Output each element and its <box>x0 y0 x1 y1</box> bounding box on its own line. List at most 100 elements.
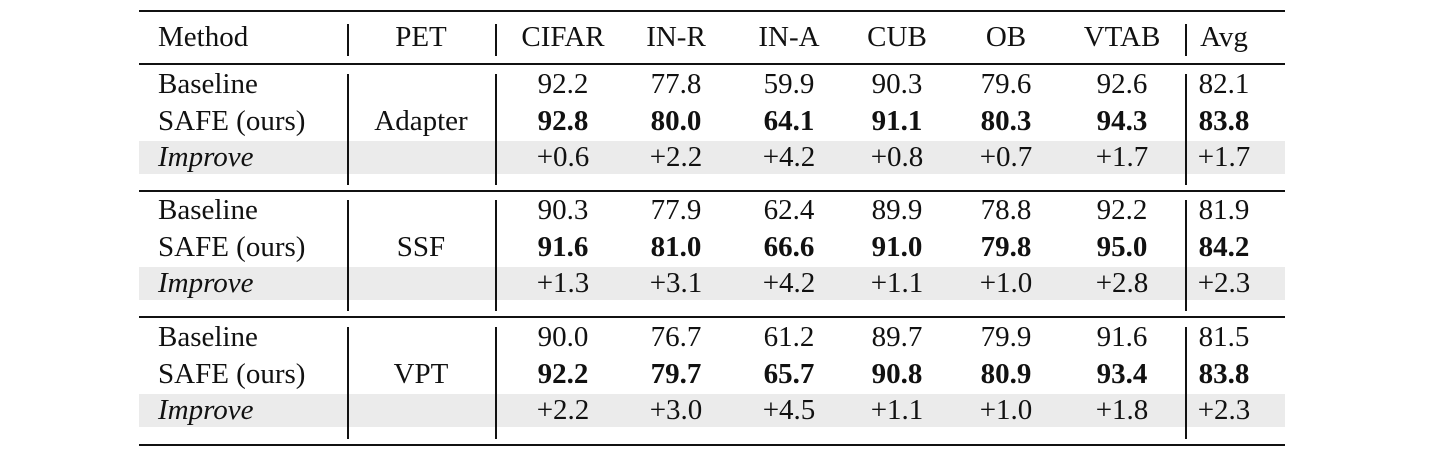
value-cell: 90.0 <box>537 321 589 353</box>
method-label: SAFE (ours) <box>158 230 306 263</box>
column-separator <box>347 200 349 311</box>
value-cell: 79.6 <box>980 68 1032 100</box>
value-cell: 83.8 <box>1198 104 1250 137</box>
value-cell: 84.2 <box>1198 230 1250 263</box>
value-cell: +2.8 <box>1095 267 1149 299</box>
column-separator <box>495 74 497 185</box>
value-cell: 92.2 <box>537 68 589 100</box>
value-cell: 94.3 <box>1096 104 1148 137</box>
value-cell: 81.0 <box>650 230 702 263</box>
value-cell: +0.8 <box>870 141 924 173</box>
method-label: Improve <box>158 394 254 426</box>
header-rule <box>139 63 1285 65</box>
value-cell: 89.7 <box>871 321 923 353</box>
value-cell: 90.3 <box>537 194 589 226</box>
improve-row-shade <box>139 394 1285 427</box>
value-cell: 92.2 <box>1096 194 1148 226</box>
value-cell: 80.0 <box>650 104 702 137</box>
value-cell: 61.2 <box>763 321 815 353</box>
value-cell: 59.9 <box>763 68 815 100</box>
value-cell: 92.8 <box>537 104 589 137</box>
value-cell: 89.9 <box>871 194 923 226</box>
value-cell: 77.9 <box>650 194 702 226</box>
value-cell: 92.6 <box>1096 68 1148 100</box>
method-label: Baseline <box>158 321 258 353</box>
value-cell: +0.7 <box>979 141 1033 173</box>
method-label: Improve <box>158 141 254 173</box>
value-cell: +1.0 <box>979 394 1033 426</box>
column-separator <box>495 200 497 311</box>
pet-label: Adapter <box>374 104 468 137</box>
value-cell: 80.3 <box>980 104 1032 137</box>
method-label: Baseline <box>158 194 258 226</box>
value-cell: +1.1 <box>870 267 924 299</box>
value-cell: 91.6 <box>1096 321 1148 353</box>
value-cell: 90.8 <box>871 357 923 390</box>
value-cell: 79.8 <box>980 230 1032 263</box>
value-cell: +1.8 <box>1095 394 1149 426</box>
value-cell: 76.7 <box>650 321 702 353</box>
column-separator <box>1185 327 1187 439</box>
header-method: Method <box>158 21 249 53</box>
value-cell: +1.7 <box>1197 141 1251 173</box>
column-separator <box>1185 200 1187 311</box>
value-cell: +1.7 <box>1095 141 1149 173</box>
value-cell: +1.0 <box>979 267 1033 299</box>
header-in-r: IN-R <box>646 21 706 53</box>
value-cell: 80.9 <box>980 357 1032 390</box>
column-separator <box>1185 74 1187 185</box>
group-rule-2 <box>139 316 1285 318</box>
value-cell: 79.9 <box>980 321 1032 353</box>
header-in-a: IN-A <box>758 21 820 53</box>
value-cell: +4.2 <box>762 267 816 299</box>
method-label: Baseline <box>158 68 258 100</box>
column-separator <box>495 327 497 439</box>
value-cell: +4.5 <box>762 394 816 426</box>
header-cub: CUB <box>867 21 927 53</box>
value-cell: +2.2 <box>649 141 703 173</box>
pet-label: VPT <box>393 357 449 390</box>
value-cell: 81.9 <box>1198 194 1250 226</box>
header-ob: OB <box>985 21 1027 53</box>
value-cell: +2.3 <box>1197 267 1251 299</box>
value-cell: 91.6 <box>537 230 589 263</box>
value-cell: +2.3 <box>1197 394 1251 426</box>
column-separator <box>1185 24 1187 56</box>
value-cell: 79.7 <box>650 357 702 390</box>
value-cell: +1.1 <box>870 394 924 426</box>
value-cell: 91.0 <box>871 230 923 263</box>
method-label: Improve <box>158 267 254 299</box>
column-separator <box>347 24 349 56</box>
method-label: SAFE (ours) <box>158 357 306 390</box>
value-cell: 78.8 <box>980 194 1032 226</box>
header-vtab: VTAB <box>1083 21 1161 53</box>
value-cell: +0.6 <box>536 141 590 173</box>
value-cell: 64.1 <box>763 104 815 137</box>
results-table: Method PET CIFAR IN-R IN-A CUB OB VTAB Avg Adapte… <box>139 10 1285 448</box>
value-cell: +3.1 <box>649 267 703 299</box>
bottom-rule <box>139 444 1285 447</box>
value-cell: 82.1 <box>1198 68 1250 100</box>
pet-label: SSF <box>396 230 446 263</box>
value-cell: 92.2 <box>537 357 589 390</box>
header-cifar: CIFAR <box>521 21 605 53</box>
value-cell: 90.3 <box>871 68 923 100</box>
value-cell: +3.0 <box>649 394 703 426</box>
improve-row-shade <box>139 267 1285 300</box>
improve-row-shade <box>139 141 1285 174</box>
column-separator <box>495 24 497 56</box>
value-cell: 62.4 <box>763 194 815 226</box>
value-cell: 66.6 <box>763 230 815 263</box>
top-rule <box>139 10 1285 13</box>
value-cell: 83.8 <box>1198 357 1250 390</box>
value-cell: 91.1 <box>871 104 923 137</box>
column-separator <box>347 74 349 185</box>
value-cell: +4.2 <box>762 141 816 173</box>
method-label: SAFE (ours) <box>158 104 306 137</box>
value-cell: 65.7 <box>763 357 815 390</box>
value-cell: 95.0 <box>1096 230 1148 263</box>
header-avg: Avg <box>1200 21 1248 53</box>
group-rule-1 <box>139 190 1285 192</box>
column-separator <box>347 327 349 439</box>
header-pet: PET <box>395 21 447 53</box>
